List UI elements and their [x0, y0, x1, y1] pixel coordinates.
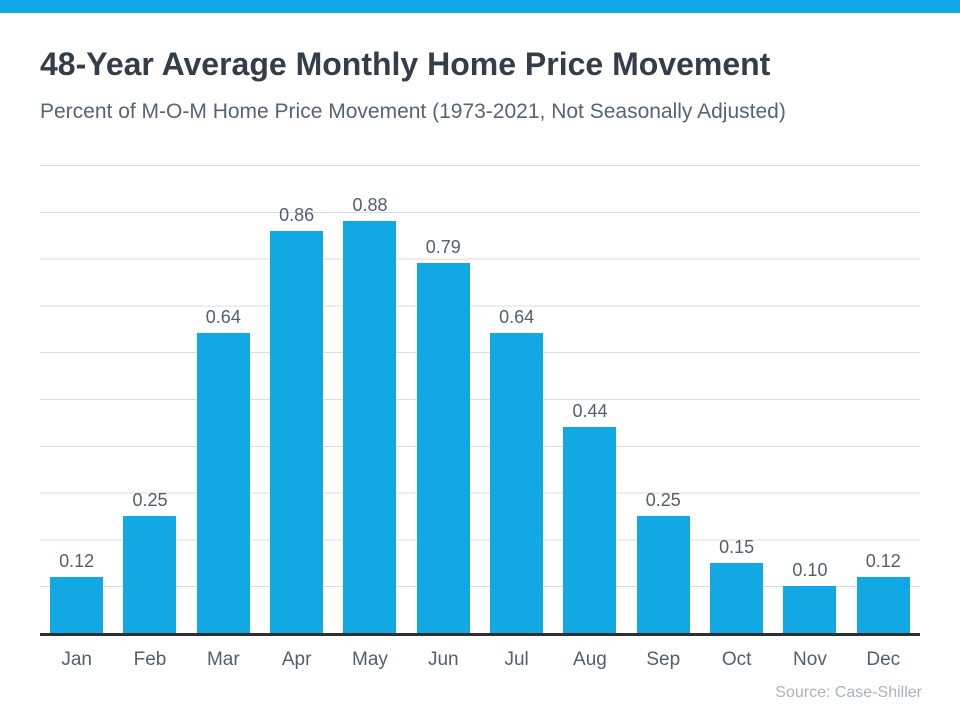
bar-value-label: 0.79	[425, 237, 461, 258]
top-accent-bar	[0, 0, 960, 13]
bar	[416, 263, 470, 633]
bar-value-label: 0.12	[865, 550, 901, 571]
bar-column: 0.12	[847, 165, 920, 633]
bars-row: 0.12 0.25 0.64 0.86 0.88 0.79 0.64 0.44 0.25 0.15…	[40, 165, 920, 633]
bar	[783, 586, 837, 633]
bar-value-label: 0.86	[279, 204, 315, 225]
x-tick-label: May	[352, 649, 388, 670]
x-tick-label: Jun	[427, 649, 459, 670]
bar	[636, 516, 690, 633]
x-tick-label: Nov	[793, 649, 827, 670]
bar-column: 0.25	[113, 165, 186, 633]
x-tick-label: Dec	[866, 649, 901, 670]
bar-value-label: 0.64	[205, 307, 241, 328]
bar-value-label: 0.88	[352, 195, 388, 216]
x-tick-label: Sep	[646, 649, 681, 670]
bar-column: 0.12	[40, 165, 113, 633]
bar	[123, 516, 177, 633]
bar	[563, 427, 617, 633]
bar-column: 0.88	[333, 165, 406, 633]
bar	[856, 576, 910, 633]
bar	[710, 562, 764, 633]
x-tick-label: Jul	[504, 649, 529, 670]
source-note: Source: Case-Shiller	[775, 684, 922, 701]
x-tick-label: Feb	[133, 649, 167, 670]
chart-title: 48-Year Average Monthly Home Price Movem…	[40, 46, 771, 82]
bar-column: 0.44	[553, 165, 626, 633]
bar-value-label: 0.44	[572, 401, 608, 422]
bar	[50, 576, 104, 633]
x-tick-label: Jan	[61, 649, 92, 670]
x-tick-label: Oct	[721, 649, 752, 670]
bar-value-label: 0.25	[645, 490, 681, 510]
bar-column: 0.79	[407, 165, 480, 633]
bar-value-label: 0.12	[59, 550, 95, 571]
chart-subtitle: Percent of M-O-M Home Price Movement (19…	[40, 100, 786, 123]
x-tick-label: Apr	[281, 649, 312, 670]
plot-area: 0.12 0.25 0.64 0.86 0.88 0.79 0.64 0.44 0.25 0.15…	[40, 165, 920, 636]
bar-value-label: 0.15	[719, 536, 755, 557]
x-tick-label: Aug	[573, 649, 607, 670]
bar-column: 0.15	[700, 165, 773, 633]
bar-value-label: 0.25	[132, 490, 168, 510]
bar-column: 0.10	[773, 165, 846, 633]
bar	[270, 230, 324, 633]
x-tick-label: Mar	[206, 649, 240, 670]
bar-column: 0.64	[480, 165, 553, 633]
bar-column: 0.64	[187, 165, 260, 633]
bar-value-label: 0.64	[499, 307, 535, 328]
bar-column: 0.25	[627, 165, 700, 633]
bar-column: 0.86	[260, 165, 333, 633]
bar	[490, 333, 544, 633]
bar-value-label: 0.10	[792, 560, 828, 581]
bar	[343, 221, 397, 633]
x-ticks-row: Jan Feb Mar Apr May Jun Jul Aug Sep Oct Nov Dec	[40, 649, 920, 672]
bar	[196, 333, 250, 633]
